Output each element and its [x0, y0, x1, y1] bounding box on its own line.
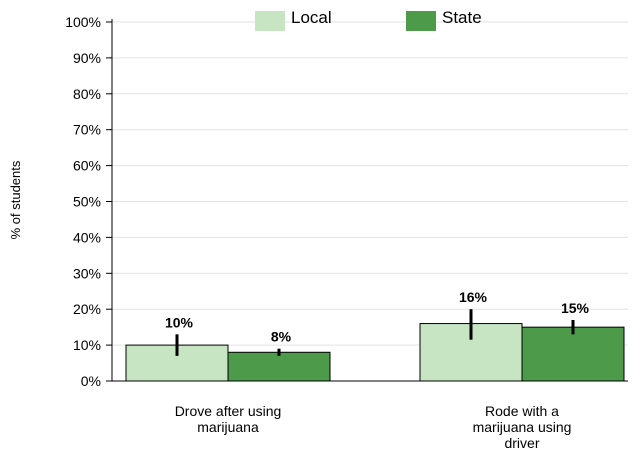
legend-label-local: Local [291, 8, 332, 27]
data-label: 15% [561, 300, 590, 316]
legend-swatch-local [255, 11, 285, 31]
y-tick-label: 60% [73, 158, 101, 174]
category-label: marijuana using [473, 419, 572, 435]
y-tick-label: 50% [73, 194, 101, 210]
data-label: 10% [165, 314, 194, 330]
bar-state-0 [227, 351, 331, 382]
bars [125, 323, 625, 382]
y-tick-label: 100% [65, 14, 101, 30]
bar-state-1 [521, 326, 625, 382]
y-tick-label: 70% [73, 122, 101, 138]
y-tick-label: 30% [73, 265, 101, 281]
category-label: Drove after using [175, 403, 282, 419]
y-tick-label: 10% [73, 337, 101, 353]
category-label: Rode with a [485, 403, 559, 419]
gridlines [112, 21, 628, 346]
y-tick-label: 0% [81, 373, 101, 389]
error-bars [175, 309, 575, 356]
data-label: 8% [271, 329, 292, 345]
data-label: 16% [459, 289, 488, 305]
y-tick-label: 80% [73, 86, 101, 102]
legend: Local State [255, 8, 482, 31]
y-tick-label: 40% [73, 229, 101, 245]
y-axis-label: % of students [8, 160, 23, 239]
y-axis: 0% 10% 20% 30% 40% 50% 60% 70% 80% 90% 100% [65, 14, 628, 389]
y-tick-label: 90% [73, 50, 101, 66]
data-labels: 10% 16% 8% 15% [165, 289, 590, 344]
category-label: driver [504, 435, 539, 451]
legend-label-state: State [442, 8, 482, 27]
legend-swatch-state [406, 11, 436, 31]
y-tick-label: 20% [73, 301, 101, 317]
category-label: marijuana [197, 419, 259, 435]
